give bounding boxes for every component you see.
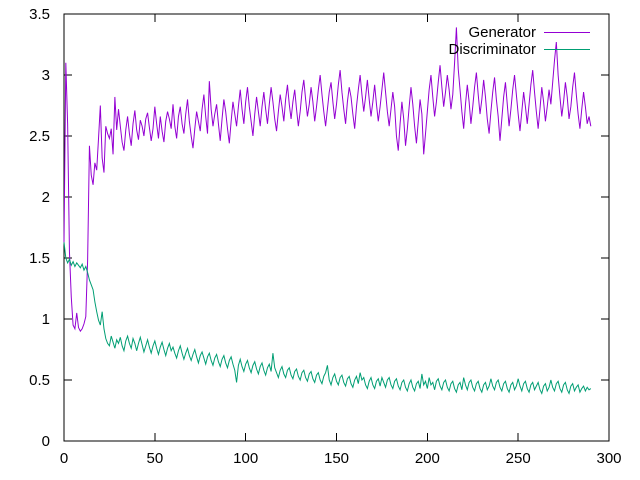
legend-label-generator: Generator: [468, 24, 536, 41]
legend-entry-discriminator: Discriminator: [448, 41, 590, 58]
legend-line-sample-discriminator: [544, 49, 590, 50]
legend-label-discriminator: Discriminator: [448, 41, 536, 58]
x-tick-label: 150: [324, 450, 349, 467]
legend-line-sample-generator: [544, 32, 590, 33]
y-tick-label: 2: [42, 189, 50, 206]
y-tick-label: 0.5: [29, 372, 50, 389]
x-tick-label: 100: [233, 450, 258, 467]
y-tick-label: 1.5: [29, 250, 50, 267]
y-tick-label: 0: [42, 433, 50, 450]
generator-series-line: [63, 27, 592, 333]
discriminator-series-line: [63, 242, 592, 395]
x-tick-label: 50: [146, 450, 163, 467]
legend-entry-generator: Generator: [468, 24, 590, 41]
plot-border: [63, 13, 610, 442]
y-tick-label: 2.5: [29, 128, 50, 145]
y-tick-label: 1: [42, 311, 50, 328]
x-tick-label: 300: [596, 450, 621, 467]
legend: Generator Discriminator: [448, 24, 590, 58]
x-tick-label: 250: [506, 450, 531, 467]
y-tick-label: 3.5: [29, 6, 50, 23]
y-tick-label: 3: [42, 67, 50, 84]
x-tick-label: 200: [415, 450, 440, 467]
x-tick-label: 0: [60, 450, 68, 467]
